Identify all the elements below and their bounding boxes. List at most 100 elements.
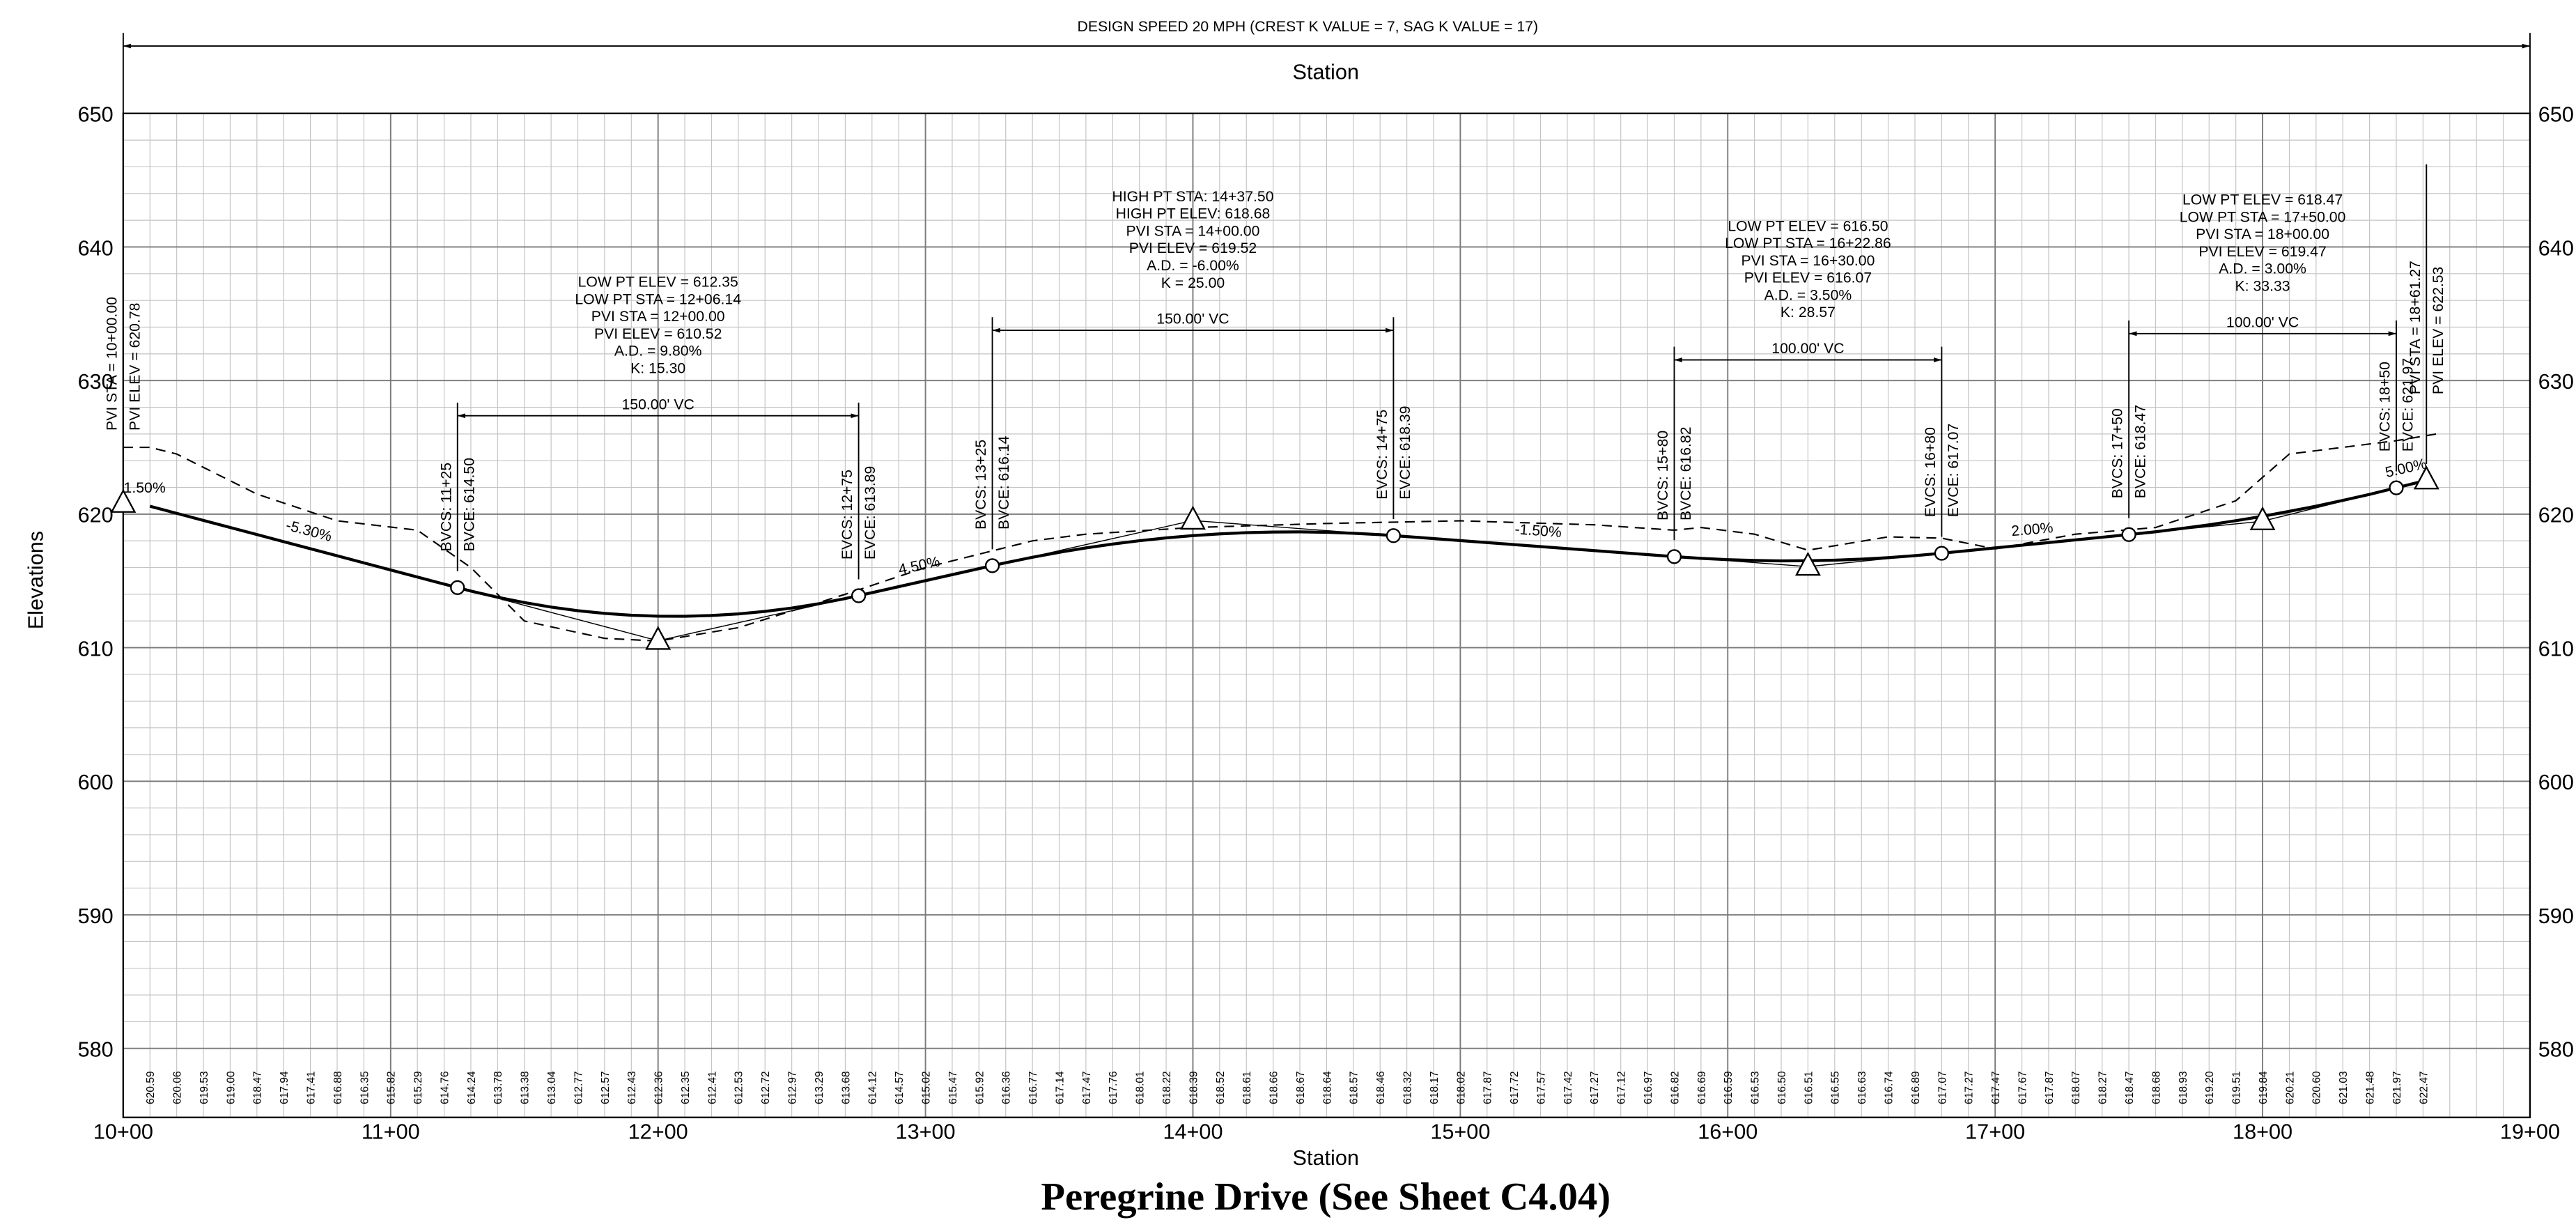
station-elevation: 620.21: [2284, 1071, 2296, 1104]
evc-marker: [851, 588, 867, 603]
station-elevation: 617.14: [1054, 1071, 1066, 1104]
station-elevation: 619.84: [2258, 1071, 2269, 1104]
station-elevation: 618.68: [2150, 1071, 2162, 1104]
vertical-label: BVCE: 614.50: [461, 458, 477, 551]
x-tick-label: 19+00: [2500, 1120, 2560, 1143]
station-elevation: 617.12: [1616, 1071, 1628, 1104]
curve-data: A.D. = 9.80%: [614, 343, 702, 360]
curve-data: LOW PT ELEV = 612.35: [578, 275, 738, 291]
station-elevation: 620.60: [2311, 1071, 2323, 1104]
station-elevation: 618.61: [1241, 1071, 1253, 1104]
station-elevation: 613.38: [520, 1071, 532, 1104]
station-elevation: 616.97: [1643, 1071, 1654, 1104]
curve-data: LOW PT ELEV = 618.47: [2182, 192, 2343, 208]
station-elevation: 618.47: [2124, 1071, 2136, 1104]
station-elevation: 616.74: [1884, 1071, 1895, 1104]
station-elevation: 616.35: [359, 1071, 371, 1104]
station-elevation: 620.06: [172, 1071, 184, 1104]
station-elevation: 618.22: [1161, 1071, 1173, 1104]
bvc-marker: [984, 558, 1000, 573]
station-elevation: 618.27: [2097, 1071, 2109, 1104]
station-elevation: 616.82: [1669, 1071, 1681, 1104]
curve-data: A.D. = 3.00%: [2219, 261, 2306, 277]
station-elevation: 616.77: [1027, 1071, 1039, 1104]
station-elevation: 616.55: [1830, 1071, 1842, 1104]
station-elevation: 613.68: [840, 1071, 852, 1104]
station-elevation: 617.27: [1589, 1071, 1601, 1104]
curve-data: PVI STA = 12+00.00: [591, 309, 725, 325]
grade-label: 1.50%: [124, 480, 166, 496]
vertical-label: BVCE: 618.47: [2133, 405, 2149, 498]
station-elevation: 612.41: [706, 1071, 718, 1104]
station-elevation: 614.57: [894, 1071, 906, 1104]
station-elevation: 617.67: [2017, 1071, 2028, 1104]
station-elevation: 612.57: [600, 1071, 612, 1104]
y-tick-label: 630: [78, 370, 114, 394]
curve-data: PVI STA = 16+30.00: [1741, 253, 1875, 269]
vertical-label: EVCE: 621.97: [2400, 358, 2416, 451]
station-elevation: 619.53: [199, 1071, 210, 1104]
station-elevation: 613.78: [492, 1071, 504, 1104]
station-elevation: 616.59: [1723, 1071, 1735, 1104]
pvi-marker: [1179, 505, 1206, 530]
y-tick-label-right: 630: [2538, 370, 2574, 394]
chart-title: Peregrine Drive (See Sheet C4.04): [1041, 1175, 1611, 1219]
station-elevation: 616.89: [1910, 1071, 1922, 1104]
station-elevation: 614.24: [466, 1071, 478, 1104]
y-tick-label-right: 640: [2538, 236, 2574, 260]
station-elevation: 617.41: [306, 1071, 318, 1104]
station-elevation: 615.02: [920, 1071, 932, 1104]
grade-label: 4.50%: [897, 554, 942, 578]
station-elevation: 618.64: [1321, 1071, 1333, 1104]
vertical-label: EVCE: 618.39: [1397, 406, 1413, 499]
curve-data: A.D. = -6.00%: [1147, 258, 1239, 274]
station-elevation: 618.39: [1188, 1071, 1200, 1104]
station-elevation: 617.87: [1482, 1071, 1494, 1104]
grade-label: -1.50%: [1514, 521, 1562, 541]
x-tick-label: 16+00: [1698, 1120, 1758, 1143]
vertical-label: PVI STA = 18+61.27: [2407, 261, 2423, 394]
station-elevation: 616.69: [1696, 1071, 1708, 1104]
station-elevation: 612.97: [787, 1071, 799, 1104]
pvi-marker: [2249, 506, 2276, 531]
station-elevation: 618.52: [1215, 1071, 1227, 1104]
y-tick-label: 580: [78, 1038, 114, 1062]
evc-marker: [2389, 480, 2404, 495]
station-elevation: 612.36: [653, 1071, 665, 1104]
vertical-label: EVCS: 18+50: [2377, 362, 2393, 451]
station-elevation: 617.94: [279, 1071, 290, 1104]
y-tick-label: 640: [78, 236, 114, 260]
vc-length: 100.00' VC: [1771, 341, 1844, 357]
curve-data: PVI ELEV = 619.52: [1129, 240, 1257, 256]
vertical-label: BVCE: 616.82: [1678, 426, 1694, 520]
x-tick-label: 11+00: [362, 1120, 420, 1143]
vertical-label: EVCS: 14+75: [1374, 410, 1390, 500]
vc-length: 150.00' VC: [622, 396, 695, 412]
station-elevation: 617.87: [2044, 1071, 2056, 1104]
station-elevation: 616.36: [1001, 1071, 1013, 1104]
x-tick-label: 13+00: [896, 1120, 956, 1143]
station-elevation: 618.01: [1135, 1071, 1147, 1104]
station-elevation: 618.07: [2070, 1071, 2082, 1104]
station-elevation: 621.97: [2391, 1071, 2403, 1104]
pvi-marker: [645, 626, 672, 650]
curve-data: K = 25.00: [1161, 275, 1225, 291]
curve-data: HIGH PT ELEV: 618.68: [1116, 206, 1271, 222]
station-elevation: 614.76: [439, 1071, 451, 1104]
y-tick-label: 620: [78, 504, 114, 527]
station-elevation: 619.51: [2231, 1071, 2243, 1104]
x-tick-label: 14+00: [1163, 1120, 1223, 1143]
pvi-marker: [2413, 465, 2439, 490]
vertical-label: BVCE: 616.14: [996, 435, 1012, 530]
bvc-marker: [1666, 549, 1682, 564]
station-elevation: 618.57: [1349, 1071, 1360, 1104]
station-elevation: 619.00: [225, 1071, 237, 1104]
station-elevation: 619.20: [2204, 1071, 2216, 1104]
vertical-label: BVCS: 13+25: [973, 440, 989, 530]
curve-data: LOW PT STA = 12+06.14: [575, 291, 741, 307]
station-elevation: 616.50: [1776, 1071, 1788, 1104]
station-elevation: 618.02: [1455, 1071, 1467, 1104]
curve-data: PVI ELEV = 616.07: [1744, 270, 1872, 286]
